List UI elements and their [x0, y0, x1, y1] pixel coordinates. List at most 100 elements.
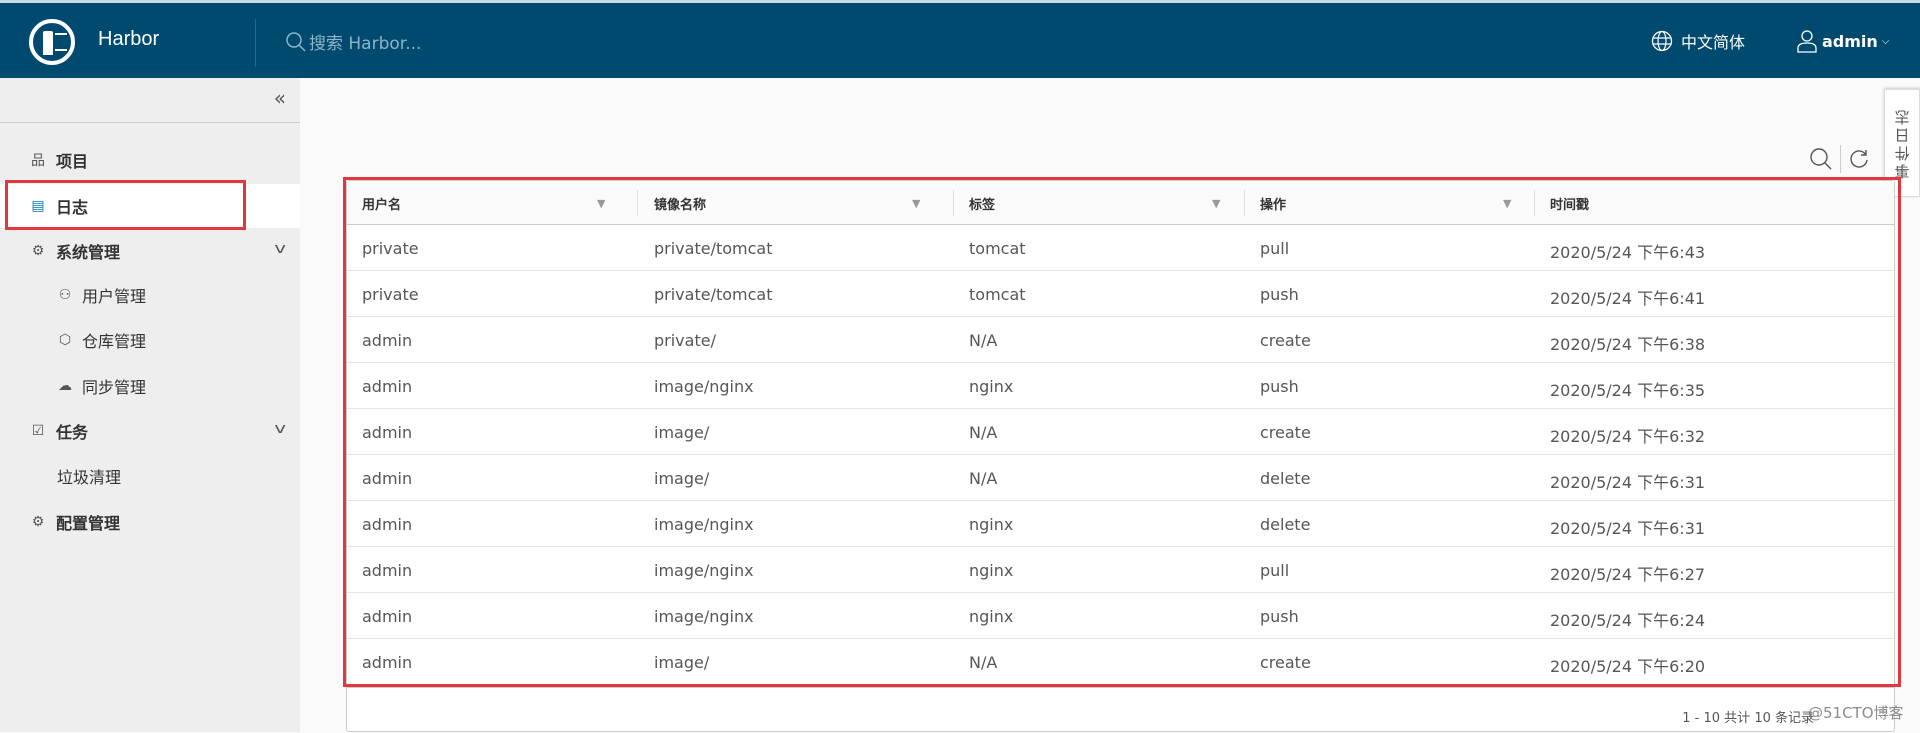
table-row: admin image/nginx nginx delete 2020/5/24 下午6… [347, 501, 1894, 547]
cell-operation: create [1260, 331, 1311, 350]
cell-username: admin [362, 515, 413, 534]
column-label: 用户名 [362, 197, 402, 213]
cell-tag: nginx [969, 607, 1014, 626]
table-row: private private/tomcat tomcat push 2020/5/24… [347, 271, 1894, 317]
cell-repository: image/nginx [654, 607, 754, 626]
cell-tag: N/A [969, 331, 998, 350]
cell-username: admin [362, 469, 413, 488]
cell-operation: pull [1260, 561, 1290, 580]
cell-username: admin [362, 561, 413, 580]
cell-tag: nginx [969, 377, 1014, 396]
column-header-username[interactable]: 用户名 ▼ [347, 181, 638, 225]
cell-tag: tomcat [969, 285, 1026, 304]
pagination-summary: 1 - 10 共计 10 条记录 [1682, 711, 1814, 726]
cell-repository: image/nginx [654, 561, 754, 580]
global-search[interactable]: 搜索 Harbor... [285, 29, 421, 54]
cell-repository: image/ [654, 653, 710, 672]
globe-icon [1651, 30, 1673, 52]
search-icon[interactable] [1808, 146, 1834, 172]
top-header: Harbor 搜索 Harbor... 中文简体 admin ⌵ [0, 0, 1920, 78]
search-input[interactable]: 搜索 Harbor... [309, 34, 422, 54]
column-separator[interactable] [953, 190, 954, 216]
sidebar-item-logs[interactable]: ▤ 日志 [0, 184, 300, 228]
search-icon [286, 31, 306, 52]
column-label: 操作 [1260, 197, 1287, 213]
table-header: 用户名 ▼ 镜像名称 ▼ 标签 ▼ 操作 ▼ 时间戳 [347, 181, 1894, 225]
sidebar-item-label: 用户管理 [82, 287, 147, 306]
cell-repository: image/ [654, 423, 710, 442]
chevron-down-icon: v [274, 241, 286, 257]
cell-operation: delete [1260, 469, 1311, 488]
collapse-icon[interactable]: « [273, 86, 286, 110]
sidebar-item-label: 同步管理 [82, 378, 147, 397]
sidebar-item-gc[interactable]: 垃圾清理 [0, 454, 300, 498]
language-label: 中文简体 [1681, 33, 1746, 52]
sidebar-collapse-bar: « [0, 78, 300, 123]
cell-operation: push [1260, 285, 1299, 304]
column-label: 时间戳 [1550, 197, 1590, 213]
highlight-box-table [343, 177, 1901, 687]
cell-timestamp: 2020/5/24 下午6:31 [1550, 519, 1706, 538]
cell-repository: private/ [654, 331, 716, 350]
sidebar-item-label: 配置管理 [56, 514, 121, 533]
cell-repository: image/nginx [654, 377, 754, 396]
language-selector[interactable]: 中文简体 [1651, 29, 1745, 53]
column-separator[interactable] [1244, 190, 1245, 216]
cell-repository: private/tomcat [654, 239, 773, 258]
sidebar-item-projects[interactable]: 品项目 [0, 138, 300, 182]
sidebar-item-replications[interactable]: ☁ 同步管理 [0, 364, 300, 408]
sidebar-item-label: 垃圾清理 [57, 468, 122, 487]
column-header-timestamp[interactable]: 时间戳 [1535, 181, 1895, 225]
cell-username: private [362, 285, 419, 304]
cell-timestamp: 2020/5/24 下午6:24 [1550, 611, 1706, 630]
filter-icon[interactable]: ▼ [912, 197, 921, 210]
user-menu[interactable]: admin ⌵ [1796, 29, 1889, 53]
column-label: 标签 [969, 197, 996, 213]
cell-operation: push [1260, 377, 1299, 396]
cell-timestamp: 2020/5/24 下午6:20 [1550, 657, 1706, 676]
cell-timestamp: 2020/5/24 下午6:31 [1550, 473, 1706, 492]
cell-tag: N/A [969, 423, 998, 442]
cell-username: admin [362, 607, 413, 626]
cell-timestamp: 2020/5/24 下午6:41 [1550, 289, 1706, 308]
column-header-operation[interactable]: 操作 ▼ [1245, 181, 1535, 225]
table-row: admin private/N/A create 2020/5/24 下午6:38 [347, 317, 1894, 363]
refresh-icon[interactable] [1847, 147, 1871, 171]
table-row: private private/tomcat tomcat pull 2020/5/24… [347, 225, 1894, 271]
sidebar-item-label: 仓库管理 [82, 332, 147, 351]
filter-icon[interactable]: ▼ [597, 197, 606, 210]
cell-timestamp: 2020/5/24 下午6:38 [1550, 335, 1706, 354]
column-separator[interactable] [1534, 190, 1535, 216]
sidebar: « 品项目 ▤ 日志 ⚙ 系统管理 v ⚇ 用户管理 ⬡ 仓库管理 ☁ 同步管理 ☑ 任务 v … [0, 78, 300, 732]
cell-repository: image/nginx [654, 515, 754, 534]
sidebar-item-configuration[interactable]: ⚙ 配置管理 [0, 500, 300, 544]
column-separator[interactable] [637, 190, 638, 216]
table-row: admin image/nginx nginx push 2020/5/24 下午6:2… [347, 593, 1894, 639]
table-row: admin image/nginx nginx push 2020/5/24 下午6:3… [347, 363, 1894, 409]
cell-operation: delete [1260, 515, 1311, 534]
sidebar-item-users[interactable]: ⚇ 用户管理 [0, 273, 300, 317]
cell-tag: N/A [969, 469, 998, 488]
sidebar-item-label: 项目 [56, 152, 89, 171]
cell-operation: pull [1260, 239, 1290, 258]
sidebar-item-registries[interactable]: ⬡ 仓库管理 [0, 318, 300, 362]
column-header-tag[interactable]: 标签 ▼ [954, 181, 1245, 225]
harbor-logo-icon[interactable] [29, 19, 75, 65]
cell-tag: N/A [969, 653, 998, 672]
project-icon: 品 [31, 153, 45, 169]
brand-name[interactable]: Harbor [98, 28, 160, 50]
sidebar-item-administration[interactable]: ⚙ 系统管理 v [0, 229, 300, 273]
toolbar-divider [1840, 145, 1841, 173]
sidebar-item-tasks[interactable]: ☑ 任务 v [0, 409, 300, 453]
column-header-repository[interactable]: 镜像名称 ▼ [638, 181, 954, 225]
cell-tag: tomcat [969, 239, 1026, 258]
filter-icon[interactable]: ▼ [1212, 197, 1221, 210]
cell-timestamp: 2020/5/24 下午6:43 [1550, 243, 1706, 262]
filter-icon[interactable]: ▼ [1503, 197, 1512, 210]
table-row: admin image/N/A create 2020/5/24 下午6:20 [347, 639, 1894, 685]
chevron-down-icon: ⌵ [1881, 35, 1890, 47]
header-divider [255, 19, 256, 67]
table-row: admin image/N/A delete 2020/5/24 下午6:31 [347, 455, 1894, 501]
user-icon [1797, 30, 1817, 53]
cell-username: admin [362, 377, 413, 396]
